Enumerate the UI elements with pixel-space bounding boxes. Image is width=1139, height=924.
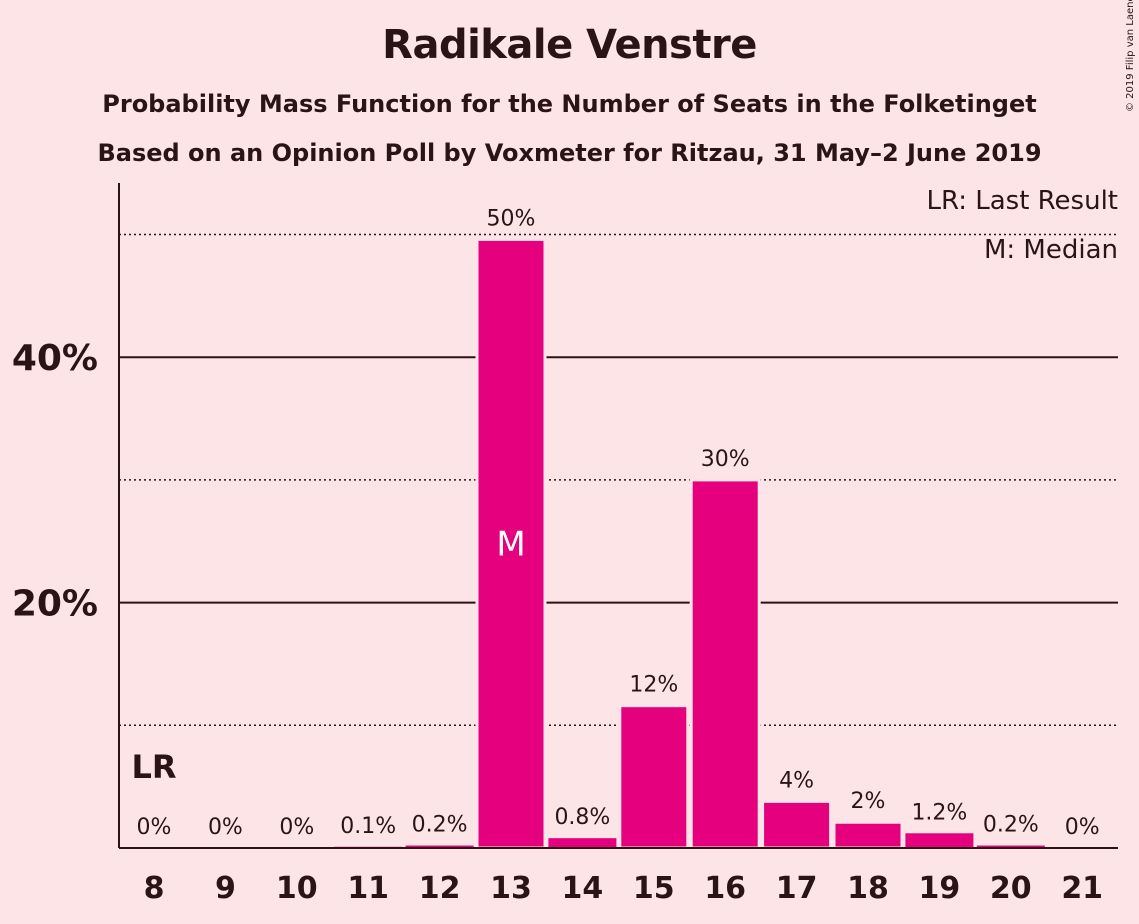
x-tick-label: 9: [215, 871, 236, 906]
data-label: 2%: [851, 789, 886, 814]
x-tick-label: 19: [919, 871, 961, 906]
data-label: 0%: [279, 815, 314, 840]
bar-seats-18: [832, 820, 904, 850]
gridlines: [119, 233, 1118, 727]
bar-seats-15: [618, 704, 690, 850]
data-labels: 0% 8 0% 9 0% 10 0.1% 11 0.2% 12 50% 13 0.8% 14 12% 15 30…: [131, 206, 1103, 906]
data-label: 0%: [1065, 815, 1100, 840]
bar-seats-20: [976, 845, 1045, 848]
y-tick-label: 20%: [12, 584, 98, 625]
data-label: 50%: [487, 206, 536, 231]
x-tick-label: 10: [276, 871, 318, 906]
x-tick-label: 12: [419, 871, 461, 906]
data-label: 0.8%: [554, 805, 610, 830]
legend-last-result: LR: Last Result: [926, 186, 1118, 216]
data-label: 30%: [701, 447, 750, 472]
x-tick-label: 8: [144, 871, 165, 906]
data-label: 1.2%: [911, 800, 967, 825]
bars: [334, 237, 1045, 850]
data-label: 0.2%: [412, 813, 468, 838]
last-result-marker: LR: [131, 748, 176, 786]
data-label: 12%: [629, 673, 678, 698]
chart-title: Radikale Venstre: [382, 22, 757, 68]
data-label: 0%: [208, 815, 243, 840]
data-label: 4%: [779, 768, 814, 793]
median-marker: M: [496, 525, 525, 565]
axes: 20% 40%: [12, 183, 1118, 849]
y-tick-label: 40%: [12, 338, 98, 379]
x-tick-label: 11: [347, 871, 389, 906]
data-label: 0.2%: [983, 813, 1039, 838]
x-tick-label: 14: [562, 871, 604, 906]
bar-seats-13: [475, 237, 547, 850]
bar-seats-12: [405, 845, 474, 848]
bar-seats-17: [761, 799, 833, 850]
bar-seats-19: [905, 833, 974, 848]
bar-seats-16: [689, 478, 761, 850]
data-label: 0.1%: [340, 814, 396, 839]
x-tick-label: 15: [633, 871, 675, 906]
chart-subtitle: Probability Mass Function for the Number…: [102, 90, 1037, 118]
legend-median: M: Median: [984, 235, 1118, 265]
data-label: 0%: [137, 815, 172, 840]
x-tick-label: 17: [776, 871, 818, 906]
x-tick-label: 16: [704, 871, 746, 906]
x-tick-label: 20: [990, 871, 1032, 906]
x-tick-label: 21: [1061, 871, 1103, 906]
bar-seats-14: [548, 838, 617, 848]
x-tick-label: 13: [490, 871, 532, 906]
chart-subtitle-poll: Based on an Opinion Poll by Voxmeter for…: [97, 139, 1042, 167]
x-tick-label: 18: [847, 871, 889, 906]
